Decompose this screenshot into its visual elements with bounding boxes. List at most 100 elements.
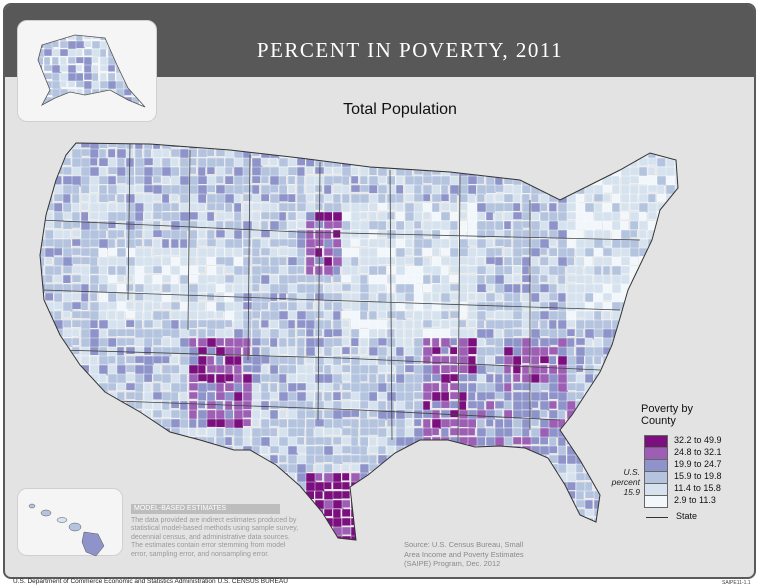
county-cell — [611, 418, 623, 431]
county-cell — [278, 346, 289, 355]
county-cell — [143, 490, 155, 499]
county-cell — [368, 490, 379, 501]
county-cell — [512, 193, 521, 203]
county-cell — [314, 400, 325, 409]
county-cell — [224, 382, 235, 392]
county-cell — [332, 283, 343, 293]
county-cell — [98, 319, 109, 329]
county-cell — [593, 445, 602, 457]
county-cell — [413, 274, 423, 284]
county-cell — [242, 238, 252, 248]
county-cell — [269, 481, 279, 491]
county-cell — [107, 490, 116, 500]
county-cell — [139, 64, 145, 75]
county-cell — [287, 148, 299, 158]
county-cell — [188, 211, 199, 221]
county-cell — [593, 337, 603, 348]
county-cell — [152, 355, 163, 364]
county-cell — [251, 193, 263, 203]
county-cell — [431, 373, 442, 382]
county-cell — [161, 490, 170, 499]
county-cell — [521, 391, 531, 403]
county-cell — [116, 445, 127, 455]
county-cell — [503, 328, 515, 338]
county-cell — [494, 256, 504, 266]
county-cell — [251, 238, 262, 250]
county-cell — [431, 526, 441, 538]
county-cell — [647, 283, 656, 295]
county-cell — [656, 256, 668, 266]
county-cell — [458, 148, 467, 157]
county-cell — [638, 238, 650, 250]
county-cell — [377, 373, 386, 384]
county-cell — [602, 265, 611, 276]
county-cell — [512, 517, 522, 528]
county-cell — [260, 472, 272, 484]
county-cell — [260, 220, 269, 231]
county-cell — [386, 274, 398, 284]
county-cell — [530, 148, 540, 160]
county-cell — [422, 436, 432, 448]
county-cell — [233, 454, 245, 466]
county-cell — [530, 436, 540, 445]
county-cell — [539, 328, 550, 337]
county-cell — [557, 157, 567, 168]
county-cell — [359, 310, 368, 320]
county-cell — [305, 193, 315, 202]
county-cell — [404, 508, 413, 519]
county-cell — [98, 409, 108, 420]
county-cell — [98, 193, 110, 203]
county-cell — [134, 319, 143, 330]
county-cell — [422, 391, 433, 401]
county-cell — [224, 211, 234, 220]
county-cell — [539, 418, 550, 429]
county-cell — [296, 463, 308, 474]
county-cell — [674, 148, 678, 157]
county-cell — [476, 472, 487, 485]
county-cell — [368, 427, 379, 436]
county-cell — [494, 526, 503, 537]
county-cell — [548, 490, 559, 503]
county-cell — [386, 517, 395, 526]
county-cell — [125, 355, 136, 364]
county-cell — [413, 499, 424, 508]
county-cell — [467, 526, 476, 537]
county-cell — [161, 319, 172, 331]
county-cell — [215, 364, 226, 374]
county-cell — [566, 454, 578, 466]
county-cell — [269, 346, 280, 356]
county-cell — [215, 143, 226, 151]
county-cell — [629, 454, 639, 467]
county-cell — [332, 166, 343, 175]
county-cell — [161, 175, 171, 185]
county-cell — [341, 463, 350, 472]
county-cell — [377, 400, 387, 411]
county-cell — [152, 229, 163, 238]
county-cell — [206, 175, 218, 186]
county-cell — [539, 274, 548, 283]
county-cell — [314, 427, 324, 438]
county-cell — [53, 337, 63, 348]
county-cell — [53, 373, 65, 385]
county-cell — [395, 256, 406, 267]
county-cell — [656, 364, 667, 374]
county-cell — [494, 445, 503, 454]
county-cell — [503, 274, 513, 284]
county-cell — [593, 143, 604, 148]
county-cell — [638, 143, 649, 149]
county-cell — [584, 193, 593, 203]
county-cell — [323, 166, 333, 175]
county-cell — [260, 481, 270, 491]
county-cell — [107, 274, 118, 283]
county-cell — [566, 400, 576, 412]
county-cell — [116, 143, 128, 149]
county-cell — [43, 35, 51, 41]
county-cell — [215, 166, 227, 178]
county-cell — [40, 391, 45, 402]
county-cell — [314, 535, 323, 540]
county-cell — [134, 481, 144, 493]
county-cell — [350, 292, 361, 301]
county-cell — [440, 400, 451, 409]
county-cell — [386, 193, 398, 205]
county-cell — [139, 40, 145, 51]
